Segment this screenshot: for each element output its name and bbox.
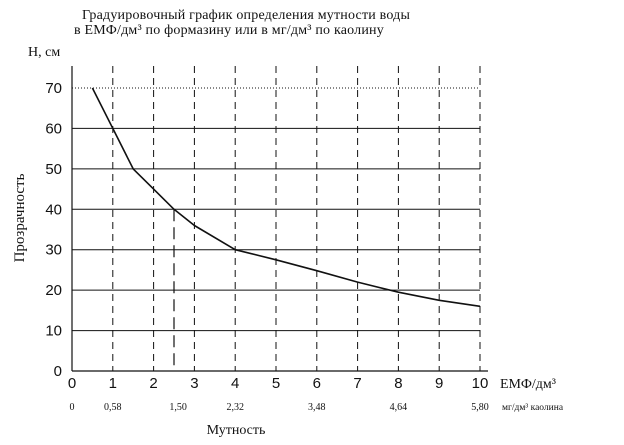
chart-title-line1: Градуировочный график определения мутнос… (82, 8, 411, 23)
x2-tick-label: 5,80 (471, 402, 489, 413)
y-axis-title: Прозрачность (12, 173, 28, 262)
x-tick-label-7: 7 (353, 375, 361, 392)
series-layer (91, 87, 481, 371)
y-axis-unit-label: H, см (28, 45, 60, 60)
labels-layer: 0 10 20 30 40 50 60 70 0 1 2 3 4 5 6 7 8 9 10 0 0,58 1,50 2,32… (12, 45, 564, 438)
x-tick-label-0: 0 (68, 375, 76, 392)
x-tick-label-6: 6 (313, 375, 321, 392)
x-axis-title: Мутность (207, 423, 266, 438)
y-tick-label-10: 10 (45, 323, 62, 340)
x2-tick-label: 4,64 (390, 402, 408, 413)
x-tick-label-8: 8 (394, 375, 402, 392)
x-tick-label-9: 9 (435, 375, 443, 392)
x-tick-label-3: 3 (190, 375, 198, 392)
y-tick-label-50: 50 (45, 161, 62, 178)
y-tick-label-0: 0 (54, 363, 62, 380)
x-tick-label-4: 4 (231, 375, 239, 392)
x2-tick-label: 2,32 (226, 402, 244, 413)
x-tick-label-10: 10 (472, 375, 489, 392)
x-tick-label-5: 5 (272, 375, 280, 392)
grid (72, 66, 481, 371)
y-tick-label-20: 20 (45, 282, 62, 299)
x2-tick-label: 3,48 (308, 402, 326, 413)
x2-tick-label: 1,50 (169, 402, 187, 413)
y-tick-label-70: 70 (45, 80, 62, 97)
y-tick-label-30: 30 (45, 242, 62, 259)
calibration-curve-0 (91, 87, 481, 308)
x2-tick-label: 0 (70, 402, 75, 413)
y-tick-label-60: 60 (45, 120, 62, 137)
x2-tick-label: 0,58 (104, 402, 122, 413)
y-tick-label-40: 40 (45, 201, 62, 218)
x-tick-label-2: 2 (149, 375, 157, 392)
x-tick-label-1: 1 (109, 375, 117, 392)
chart-title-line2: в ЕМФ/дм³ по формазину или в мг/дм³ по к… (74, 23, 384, 38)
axes (71, 66, 488, 372)
x-axis-unit-label: ЕМФ/дм³ (500, 377, 556, 392)
x2-axis-unit-label: мг/дм³ каолина (502, 403, 564, 413)
